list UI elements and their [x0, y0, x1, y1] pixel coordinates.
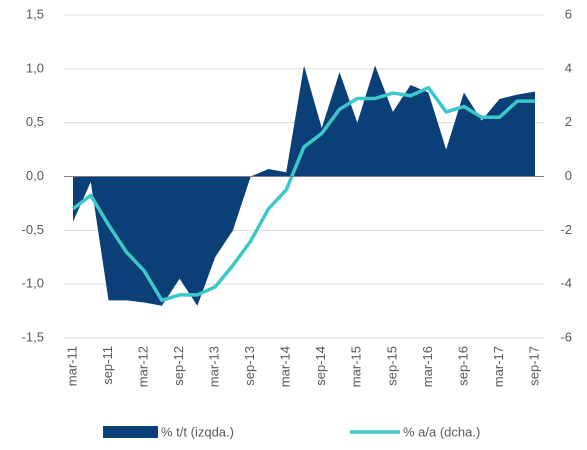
- x-tick-label: mar-15: [349, 346, 364, 387]
- y-tick-label: -0,5: [22, 222, 44, 237]
- x-tick-label: sep-12: [171, 346, 186, 386]
- x-tick-label: mar-11: [64, 346, 79, 386]
- y-tick-label: -1,0: [22, 276, 44, 291]
- legend-label: % t/t (izqda.): [161, 424, 234, 439]
- y-tick-label: 1,0: [26, 60, 44, 75]
- legend-swatch: [103, 426, 158, 438]
- y-tick-label: 0,5: [26, 114, 44, 129]
- y2-tick-label: -4: [560, 276, 572, 291]
- x-tick-label: sep-11: [100, 346, 115, 385]
- x-tick-label: mar-14: [278, 346, 293, 387]
- y2-tick-label: -6: [560, 329, 572, 344]
- x-tick-label: sep-16: [455, 346, 470, 386]
- x-tick-label: mar-12: [136, 346, 151, 387]
- y-tick-label: 0,0: [26, 168, 44, 183]
- x-tick-label: mar-13: [207, 346, 222, 387]
- x-tick-label: sep-15: [384, 346, 399, 386]
- x-tick-label: mar-16: [420, 346, 435, 387]
- x-tick-label: mar-17: [491, 346, 506, 387]
- y-tick-label: -1,5: [22, 329, 44, 344]
- y-tick-label: 1,5: [26, 6, 44, 21]
- legend-item: % t/t (izqda.): [103, 424, 234, 439]
- x-tick-label: sep-13: [242, 346, 257, 386]
- y2-tick-label: 6: [565, 6, 572, 21]
- y2-tick-label: 0: [565, 168, 572, 183]
- y2-tick-label: 2: [565, 114, 572, 129]
- line: [71, 85, 535, 303]
- x-tick-label: sep-14: [313, 346, 328, 386]
- area: [73, 65, 535, 306]
- x-tick-label: sep-17: [526, 346, 541, 386]
- y2-tick-label: 4: [565, 60, 572, 75]
- legend-label: % a/a (dcha.): [403, 424, 480, 439]
- y2-tick-label: -2: [560, 222, 572, 237]
- legend-item: % a/a (dcha.): [350, 424, 480, 439]
